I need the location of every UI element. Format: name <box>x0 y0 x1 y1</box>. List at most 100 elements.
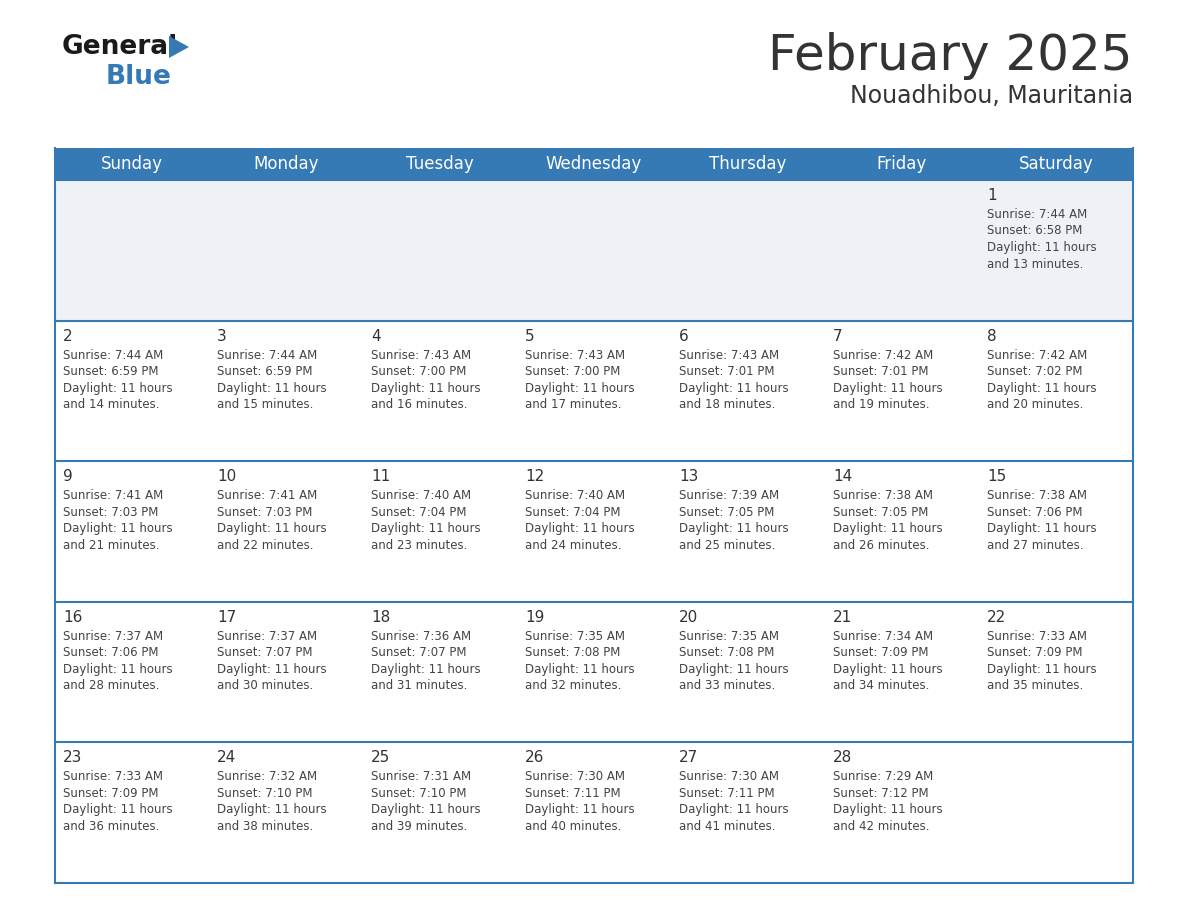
Text: and 38 minutes.: and 38 minutes. <box>217 820 314 833</box>
Text: 16: 16 <box>63 610 82 625</box>
Text: Sunrise: 7:33 AM: Sunrise: 7:33 AM <box>987 630 1087 643</box>
Bar <box>55 461 1133 602</box>
Text: and 32 minutes.: and 32 minutes. <box>525 679 621 692</box>
Text: 26: 26 <box>525 750 544 766</box>
Text: Daylight: 11 hours: Daylight: 11 hours <box>680 522 789 535</box>
Text: and 23 minutes.: and 23 minutes. <box>371 539 467 552</box>
Text: Sunrise: 7:31 AM: Sunrise: 7:31 AM <box>371 770 472 783</box>
Text: Daylight: 11 hours: Daylight: 11 hours <box>987 382 1097 395</box>
Text: 10: 10 <box>217 469 236 484</box>
Text: 2: 2 <box>63 329 72 343</box>
Text: Daylight: 11 hours: Daylight: 11 hours <box>217 382 327 395</box>
Text: Sunset: 7:10 PM: Sunset: 7:10 PM <box>217 787 312 800</box>
Text: Sunset: 6:59 PM: Sunset: 6:59 PM <box>63 365 158 378</box>
Text: 13: 13 <box>680 469 699 484</box>
Text: Daylight: 11 hours: Daylight: 11 hours <box>371 663 481 676</box>
Text: Sunrise: 7:44 AM: Sunrise: 7:44 AM <box>63 349 163 362</box>
Text: and 33 minutes.: and 33 minutes. <box>680 679 776 692</box>
Text: Blue: Blue <box>106 64 172 90</box>
Text: Sunrise: 7:38 AM: Sunrise: 7:38 AM <box>987 489 1087 502</box>
Text: Sunrise: 7:40 AM: Sunrise: 7:40 AM <box>525 489 625 502</box>
Text: Sunset: 7:03 PM: Sunset: 7:03 PM <box>63 506 158 519</box>
Text: Sunrise: 7:33 AM: Sunrise: 7:33 AM <box>63 770 163 783</box>
Text: and 22 minutes.: and 22 minutes. <box>217 539 314 552</box>
Text: Sunset: 7:07 PM: Sunset: 7:07 PM <box>217 646 312 659</box>
Text: Daylight: 11 hours: Daylight: 11 hours <box>833 663 942 676</box>
Bar <box>55 148 1133 180</box>
Text: Sunrise: 7:40 AM: Sunrise: 7:40 AM <box>371 489 472 502</box>
Text: 19: 19 <box>525 610 544 625</box>
Bar <box>55 743 1133 883</box>
Text: Daylight: 11 hours: Daylight: 11 hours <box>525 803 634 816</box>
Text: Sunrise: 7:34 AM: Sunrise: 7:34 AM <box>833 630 933 643</box>
Text: Sunset: 7:04 PM: Sunset: 7:04 PM <box>525 506 620 519</box>
Text: and 42 minutes.: and 42 minutes. <box>833 820 929 833</box>
Text: 21: 21 <box>833 610 852 625</box>
Text: Sunrise: 7:35 AM: Sunrise: 7:35 AM <box>525 630 625 643</box>
Text: Sunset: 7:03 PM: Sunset: 7:03 PM <box>217 506 312 519</box>
Text: February 2025: February 2025 <box>769 32 1133 80</box>
Text: Sunrise: 7:37 AM: Sunrise: 7:37 AM <box>63 630 163 643</box>
Text: Daylight: 11 hours: Daylight: 11 hours <box>833 522 942 535</box>
Text: 14: 14 <box>833 469 852 484</box>
Text: and 19 minutes.: and 19 minutes. <box>833 398 929 411</box>
Text: Sunset: 7:01 PM: Sunset: 7:01 PM <box>833 365 929 378</box>
Text: and 15 minutes.: and 15 minutes. <box>217 398 314 411</box>
Text: Sunrise: 7:42 AM: Sunrise: 7:42 AM <box>833 349 934 362</box>
Text: Sunrise: 7:38 AM: Sunrise: 7:38 AM <box>833 489 933 502</box>
Text: and 25 minutes.: and 25 minutes. <box>680 539 776 552</box>
Text: and 20 minutes.: and 20 minutes. <box>987 398 1083 411</box>
Text: and 34 minutes.: and 34 minutes. <box>833 679 929 692</box>
Text: Daylight: 11 hours: Daylight: 11 hours <box>63 522 172 535</box>
Text: General: General <box>62 34 178 60</box>
Text: Sunset: 7:05 PM: Sunset: 7:05 PM <box>833 506 928 519</box>
Text: and 14 minutes.: and 14 minutes. <box>63 398 159 411</box>
Text: Daylight: 11 hours: Daylight: 11 hours <box>987 663 1097 676</box>
Text: Saturday: Saturday <box>1018 155 1093 173</box>
Text: Nouadhibou, Mauritania: Nouadhibou, Mauritania <box>849 84 1133 108</box>
Text: Daylight: 11 hours: Daylight: 11 hours <box>680 803 789 816</box>
Text: Daylight: 11 hours: Daylight: 11 hours <box>217 803 327 816</box>
Text: and 26 minutes.: and 26 minutes. <box>833 539 929 552</box>
Text: and 28 minutes.: and 28 minutes. <box>63 679 159 692</box>
Text: 7: 7 <box>833 329 842 343</box>
Text: Daylight: 11 hours: Daylight: 11 hours <box>525 663 634 676</box>
Text: Daylight: 11 hours: Daylight: 11 hours <box>525 382 634 395</box>
Text: 12: 12 <box>525 469 544 484</box>
Text: Sunset: 6:58 PM: Sunset: 6:58 PM <box>987 225 1082 238</box>
Text: Sunset: 7:12 PM: Sunset: 7:12 PM <box>833 787 929 800</box>
Text: Sunrise: 7:44 AM: Sunrise: 7:44 AM <box>217 349 317 362</box>
Bar <box>55 602 1133 743</box>
Text: Sunset: 7:09 PM: Sunset: 7:09 PM <box>833 646 929 659</box>
Text: Sunset: 7:00 PM: Sunset: 7:00 PM <box>525 365 620 378</box>
Text: 27: 27 <box>680 750 699 766</box>
Text: 3: 3 <box>217 329 227 343</box>
Text: Sunset: 7:06 PM: Sunset: 7:06 PM <box>63 646 158 659</box>
Text: and 39 minutes.: and 39 minutes. <box>371 820 467 833</box>
Text: 4: 4 <box>371 329 380 343</box>
Text: Sunset: 7:11 PM: Sunset: 7:11 PM <box>525 787 620 800</box>
Text: and 35 minutes.: and 35 minutes. <box>987 679 1083 692</box>
Text: 11: 11 <box>371 469 390 484</box>
Text: Sunset: 7:01 PM: Sunset: 7:01 PM <box>680 365 775 378</box>
Text: Sunset: 7:00 PM: Sunset: 7:00 PM <box>371 365 467 378</box>
Text: Sunset: 7:02 PM: Sunset: 7:02 PM <box>987 365 1082 378</box>
Text: Sunset: 7:10 PM: Sunset: 7:10 PM <box>371 787 467 800</box>
Text: and 13 minutes.: and 13 minutes. <box>987 258 1083 271</box>
Text: Sunrise: 7:41 AM: Sunrise: 7:41 AM <box>63 489 163 502</box>
Text: and 16 minutes.: and 16 minutes. <box>371 398 468 411</box>
Text: 8: 8 <box>987 329 997 343</box>
Text: Sunset: 6:59 PM: Sunset: 6:59 PM <box>217 365 312 378</box>
Text: Sunset: 7:08 PM: Sunset: 7:08 PM <box>680 646 775 659</box>
Text: Daylight: 11 hours: Daylight: 11 hours <box>63 663 172 676</box>
Text: Sunrise: 7:39 AM: Sunrise: 7:39 AM <box>680 489 779 502</box>
Text: Daylight: 11 hours: Daylight: 11 hours <box>987 522 1097 535</box>
Text: 18: 18 <box>371 610 390 625</box>
Text: 9: 9 <box>63 469 72 484</box>
Text: 22: 22 <box>987 610 1006 625</box>
Text: and 27 minutes.: and 27 minutes. <box>987 539 1083 552</box>
Text: Sunday: Sunday <box>101 155 163 173</box>
Text: 20: 20 <box>680 610 699 625</box>
Text: 6: 6 <box>680 329 689 343</box>
Text: 1: 1 <box>987 188 997 203</box>
